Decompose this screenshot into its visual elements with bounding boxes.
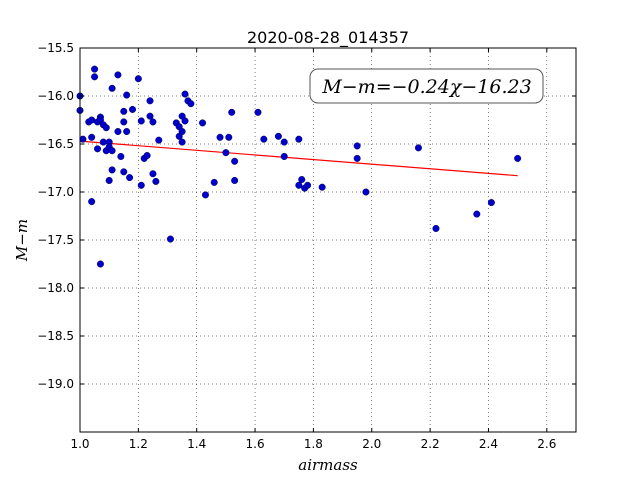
data-point: [280, 138, 288, 146]
data-point: [149, 170, 157, 178]
data-point: [120, 118, 128, 126]
data-point: [152, 177, 160, 185]
data-point: [108, 84, 116, 92]
data-point: [199, 119, 207, 127]
data-point: [88, 198, 96, 206]
data-point: [123, 91, 131, 99]
data-point: [318, 183, 326, 191]
data-point: [166, 235, 174, 243]
x-tick-label: 1.6: [246, 437, 265, 451]
data-point: [96, 260, 104, 268]
data-point: [134, 75, 142, 83]
data-point: [88, 116, 96, 124]
data-point: [137, 117, 145, 125]
data-point: [225, 133, 233, 141]
data-point: [143, 152, 151, 160]
x-tick-label: 1.0: [70, 437, 89, 451]
data-point: [210, 178, 218, 186]
data-point: [362, 188, 370, 196]
x-tick-label: 1.4: [187, 437, 206, 451]
data-point: [414, 144, 422, 152]
y-axis-label: M−m: [13, 219, 31, 262]
data-point: [298, 176, 306, 184]
x-tick-label: 1.2: [129, 437, 148, 451]
y-tick-label: −18.5: [37, 329, 74, 343]
data-point: [295, 135, 303, 143]
data-point: [432, 224, 440, 232]
data-point: [274, 132, 282, 140]
data-point: [201, 191, 209, 199]
data-point: [102, 124, 110, 132]
data-point: [146, 97, 154, 105]
data-point: [120, 168, 128, 176]
data-point: [146, 112, 154, 120]
data-point: [254, 108, 262, 116]
annotation-box: [309, 68, 544, 104]
y-tick-label: −17.5: [37, 233, 74, 247]
data-point: [108, 147, 116, 155]
y-tick-label: −18.0: [37, 281, 74, 295]
data-point: [487, 199, 495, 207]
data-point: [231, 157, 239, 165]
data-point: [155, 136, 163, 144]
data-point: [353, 142, 361, 150]
data-point: [181, 117, 189, 125]
annotation-text: M−m=−0.24χ−16.23: [321, 76, 531, 98]
data-point: [94, 145, 102, 153]
y-tick-label: −15.5: [37, 41, 74, 55]
x-axis-label: airmass: [298, 456, 358, 474]
data-point: [178, 138, 186, 146]
data-point: [129, 105, 137, 113]
data-point: [514, 154, 522, 162]
data-point: [114, 128, 122, 136]
x-tick-label: 2.6: [537, 437, 556, 451]
data-point: [99, 138, 107, 146]
x-tick-label: 2.0: [362, 437, 381, 451]
data-point: [304, 181, 312, 189]
data-point: [260, 135, 268, 143]
fit-line: [79, 140, 518, 177]
data-point: [88, 133, 96, 141]
data-point: [108, 166, 116, 174]
points-layer: [76, 65, 522, 268]
data-point: [137, 181, 145, 189]
data-point: [117, 152, 125, 160]
ticks-layer: 1.0 1.2 1.4 1.6 1.8 2.0 2.2 2.4 2.6 −15.5 −16.0 −16…: [37, 41, 576, 451]
data-point: [91, 73, 99, 81]
data-point: [473, 210, 481, 218]
fit-layer: [79, 140, 518, 177]
y-tick-label: −16.5: [37, 137, 74, 151]
y-tick-label: −17.0: [37, 185, 74, 199]
data-point: [187, 100, 195, 108]
data-point: [228, 108, 236, 116]
data-point: [120, 107, 128, 115]
data-point: [295, 181, 303, 189]
chart-title: 2020-08-28_014357: [247, 28, 409, 48]
data-point: [181, 90, 189, 98]
x-tick-label: 2.4: [479, 437, 498, 451]
data-point: [91, 65, 99, 73]
data-point: [126, 174, 134, 182]
data-point: [353, 154, 361, 162]
data-point: [114, 71, 122, 79]
y-tick-label: −19.0: [37, 377, 74, 391]
data-point: [79, 135, 87, 143]
data-point: [178, 128, 186, 136]
data-point: [123, 128, 131, 136]
data-point: [105, 176, 113, 184]
data-point: [222, 149, 230, 157]
y-tick-label: −16.0: [37, 89, 74, 103]
x-tick-label: 2.2: [421, 437, 440, 451]
data-point: [149, 118, 157, 126]
fit-annotation: M−m=−0.24χ−16.23: [309, 68, 544, 104]
data-point: [280, 152, 288, 160]
data-point: [231, 176, 239, 184]
x-tick-label: 1.8: [304, 437, 323, 451]
data-point: [216, 133, 224, 141]
